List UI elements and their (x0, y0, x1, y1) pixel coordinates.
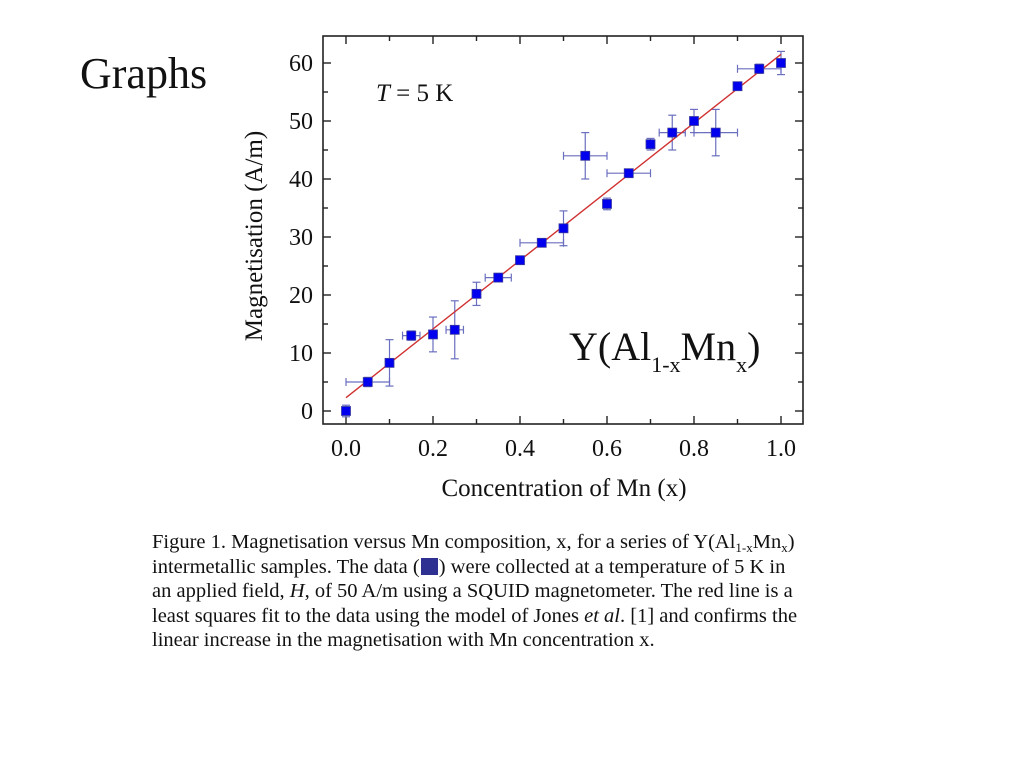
caption-line-3: an applied field, H, of 50 A/m using a S… (152, 580, 793, 603)
data-point (471, 288, 482, 299)
compound-annotation: Y(Al1-xMnx) (569, 324, 760, 377)
data-point (667, 127, 678, 138)
y-tick-label: 10 (289, 341, 313, 367)
x-tick-label: 0.4 (505, 436, 535, 462)
data-point (710, 127, 721, 138)
data-point (580, 150, 591, 161)
chart: 0.0 0.2 0.4 0.6 0.8 1.0 0 10 20 30 40 50 60 Concentr… (241, 35, 804, 502)
y-tick-label: 0 (301, 399, 313, 425)
data-point (449, 324, 460, 335)
x-tick-label: 0.0 (331, 436, 361, 462)
data-point (428, 329, 438, 340)
x-axis-label: Concentration of Mn (x) (441, 475, 686, 502)
caption-line-4: least squares fit to the data using the … (152, 604, 798, 627)
data-point (515, 255, 525, 266)
data-marker-icon (420, 557, 438, 575)
data-point (623, 168, 634, 179)
figure-caption: Figure 1. Magnetisation versus Mn compos… (152, 530, 972, 653)
data-point (384, 357, 395, 368)
data-point (406, 330, 417, 341)
data-point (493, 272, 504, 283)
caption-line-1: Figure 1. Magnetisation versus Mn compos… (152, 531, 795, 555)
data-point (776, 58, 786, 68)
y-tick-label: 50 (289, 109, 313, 135)
data-point (645, 139, 656, 150)
data-point (732, 81, 743, 92)
data-point (536, 237, 547, 248)
caption-line-5: linear increase in the magnetisation wit… (152, 629, 655, 652)
slide-title: Graphs (80, 49, 208, 98)
y-tick-label: 30 (289, 225, 313, 251)
x-tick-label: 0.8 (679, 436, 709, 462)
x-tick-label: 1.0 (766, 436, 796, 462)
y-tick-label: 60 (289, 51, 313, 77)
y-axis-label: Magnetisation (A/m) (241, 131, 268, 341)
data-point (558, 223, 569, 234)
caption-line-2: intermetallic samples. The data () were … (152, 555, 786, 578)
y-tick-label: 40 (289, 167, 313, 193)
y-tick-label: 20 (289, 283, 313, 309)
data-point (602, 199, 612, 209)
temperature-annotation: T = 5 K (376, 80, 453, 107)
x-tick-label: 0.6 (592, 436, 622, 462)
data-point (362, 377, 373, 387)
data-point (689, 116, 699, 126)
data-point (754, 63, 765, 74)
data-point (341, 406, 351, 416)
x-tick-label: 0.2 (418, 436, 448, 462)
data-points (341, 58, 786, 416)
tick-labels: 0.0 0.2 0.4 0.6 0.8 1.0 0 10 20 30 40 50 60 (289, 51, 796, 462)
